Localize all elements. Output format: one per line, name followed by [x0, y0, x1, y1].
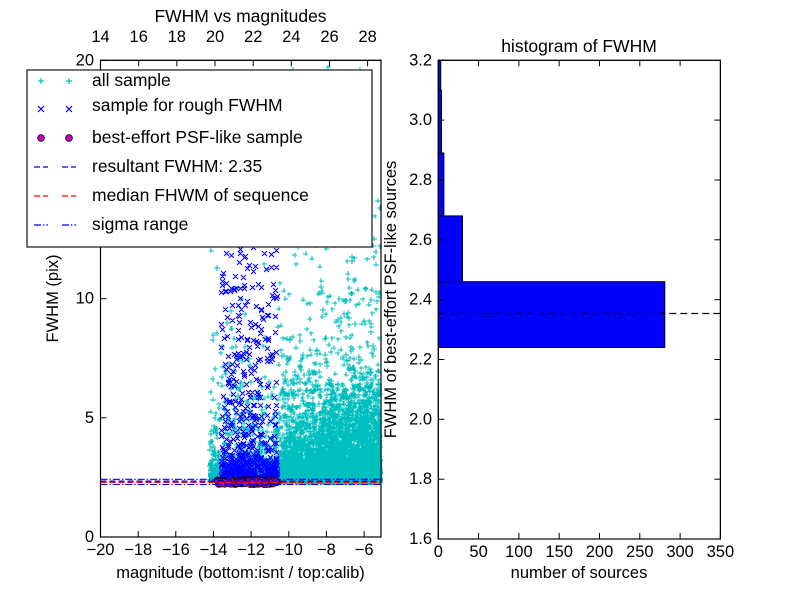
svg-text:350: 350 — [707, 543, 735, 561]
svg-text:0: 0 — [85, 528, 94, 546]
svg-text:−16: −16 — [162, 541, 190, 559]
svg-text:26: 26 — [320, 28, 338, 46]
svg-text:resultant FWHM: 2.35: resultant FWHM: 2.35 — [92, 156, 262, 176]
svg-text:2.6: 2.6 — [409, 231, 432, 249]
svg-text:2.0: 2.0 — [409, 410, 432, 428]
svg-text:100: 100 — [505, 543, 533, 561]
svg-text:−18: −18 — [124, 541, 152, 559]
svg-text:magnitude (bottom:isnt / top:c: magnitude (bottom:isnt / top:calib) — [116, 564, 365, 582]
svg-text:2.8: 2.8 — [409, 171, 432, 189]
svg-text:sigma range: sigma range — [92, 214, 188, 234]
svg-text:number of sources: number of sources — [511, 564, 648, 582]
svg-text:median FHWM of sequence: median FHWM of sequence — [92, 185, 309, 205]
svg-text:FWHM vs magnitudes: FWHM vs magnitudes — [154, 6, 326, 26]
svg-text:2.2: 2.2 — [409, 351, 432, 369]
svg-text:18: 18 — [168, 28, 186, 46]
svg-text:−8: −8 — [317, 541, 336, 559]
svg-text:20: 20 — [76, 51, 94, 69]
svg-text:0: 0 — [434, 543, 443, 561]
svg-text:best-effort PSF-like sample: best-effort PSF-like sample — [92, 127, 303, 147]
svg-text:2.4: 2.4 — [409, 291, 432, 309]
svg-text:28: 28 — [358, 28, 376, 46]
svg-text:300: 300 — [666, 543, 694, 561]
svg-text:FWHM of best-effort PSF-like s: FWHM of best-effort PSF-like sources — [382, 161, 400, 439]
svg-text:−6: −6 — [355, 541, 374, 559]
svg-text:16: 16 — [130, 28, 148, 46]
svg-text:−10: −10 — [275, 541, 303, 559]
svg-text:22: 22 — [244, 28, 262, 46]
svg-text:1.8: 1.8 — [409, 470, 432, 488]
svg-text:3.0: 3.0 — [409, 111, 432, 129]
svg-text:−14: −14 — [200, 541, 228, 559]
svg-text:3.2: 3.2 — [409, 51, 432, 69]
svg-text:200: 200 — [586, 543, 614, 561]
svg-text:FWHM (pix): FWHM (pix) — [44, 255, 62, 343]
svg-text:10: 10 — [76, 290, 94, 308]
svg-text:24: 24 — [282, 28, 300, 46]
svg-text:all sample: all sample — [92, 70, 171, 90]
svg-text:150: 150 — [545, 543, 573, 561]
svg-text:histogram of FWHM: histogram of FWHM — [501, 36, 657, 56]
svg-text:14: 14 — [91, 28, 109, 46]
svg-text:20: 20 — [206, 28, 224, 46]
svg-text:250: 250 — [626, 543, 654, 561]
svg-text:sample for rough FWHM: sample for rough FWHM — [92, 95, 283, 115]
svg-text:5: 5 — [85, 409, 94, 427]
svg-text:−12: −12 — [237, 541, 265, 559]
svg-text:1.6: 1.6 — [409, 530, 432, 548]
svg-text:50: 50 — [469, 543, 487, 561]
